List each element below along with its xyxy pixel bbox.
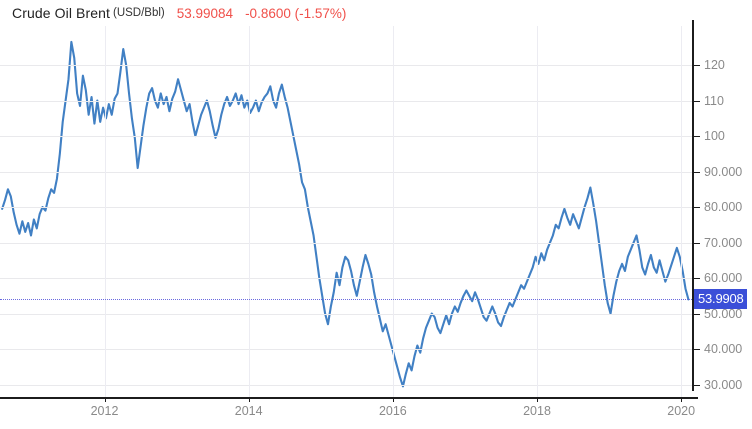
x-axis-label: 2014 xyxy=(234,404,263,418)
y-axis-label: 90.000 xyxy=(704,164,743,179)
gridline-horizontal xyxy=(0,278,692,280)
gridline-horizontal xyxy=(0,207,692,209)
chart-header: Crude Oil Brent (USD/Bbl) 53.99084 -0.86… xyxy=(0,0,752,26)
y-axis-label: 80.000 xyxy=(704,200,743,215)
gridline-vertical xyxy=(537,26,539,397)
x-axis-label: 2018 xyxy=(523,404,551,418)
price-line-series xyxy=(1,40,690,388)
y-axis-label: 50.000 xyxy=(704,306,743,321)
y-axis-tick xyxy=(692,278,700,280)
x-axis-tick xyxy=(537,397,539,402)
x-axis-label: 2012 xyxy=(90,404,119,418)
x-axis-tick xyxy=(681,397,683,402)
y-axis-tick xyxy=(692,384,700,386)
x-axis-label: 2020 xyxy=(667,404,696,418)
instrument-title: Crude Oil Brent xyxy=(12,5,110,21)
x-axis-tick xyxy=(392,397,394,402)
y-axis-tick xyxy=(692,65,700,67)
x-axis-tick xyxy=(104,397,106,402)
y-axis-line xyxy=(692,20,694,391)
y-axis-label: 110 xyxy=(704,93,724,108)
current-price-badge: 53.9908 xyxy=(694,289,747,310)
y-axis-label: 120 xyxy=(704,58,725,73)
gridline-vertical xyxy=(681,26,683,397)
price-polyline xyxy=(1,40,690,388)
y-axis-tick xyxy=(692,349,700,351)
y-axis-tick xyxy=(692,242,700,244)
x-axis-label: 2016 xyxy=(378,404,407,418)
gridline-horizontal xyxy=(0,100,692,102)
y-axis-label: 60.000 xyxy=(704,271,743,286)
y-axis-tick xyxy=(692,136,700,138)
y-axis-tick xyxy=(692,100,700,102)
gridline-horizontal xyxy=(0,242,692,244)
gridline-horizontal xyxy=(0,65,692,67)
y-axis-label: 70.000 xyxy=(704,235,743,250)
gridline-horizontal xyxy=(0,136,692,138)
y-axis-tick xyxy=(692,171,700,173)
last-price: 53.99084 xyxy=(176,5,234,21)
gridline-vertical xyxy=(392,26,394,397)
gridline-vertical xyxy=(104,26,106,397)
price-change: -0.8600 (-1.57%) xyxy=(245,5,347,21)
instrument-unit: (USD/Bbl) xyxy=(112,7,165,19)
current-price-line xyxy=(0,299,692,301)
gridline-horizontal xyxy=(0,384,692,386)
gridline-horizontal xyxy=(0,313,692,315)
y-axis-label: 100 xyxy=(704,129,725,144)
x-axis-tick xyxy=(248,397,250,402)
y-axis-tick xyxy=(692,313,700,315)
gridline-horizontal xyxy=(0,171,692,173)
gridline-vertical xyxy=(248,26,250,397)
y-axis-tick xyxy=(692,207,700,209)
plot-area[interactable] xyxy=(0,26,692,397)
gridline-horizontal xyxy=(0,349,692,351)
y-axis-label: 30.000 xyxy=(704,377,743,392)
x-axis-line xyxy=(0,397,698,399)
y-axis-label: 40.000 xyxy=(704,342,743,357)
